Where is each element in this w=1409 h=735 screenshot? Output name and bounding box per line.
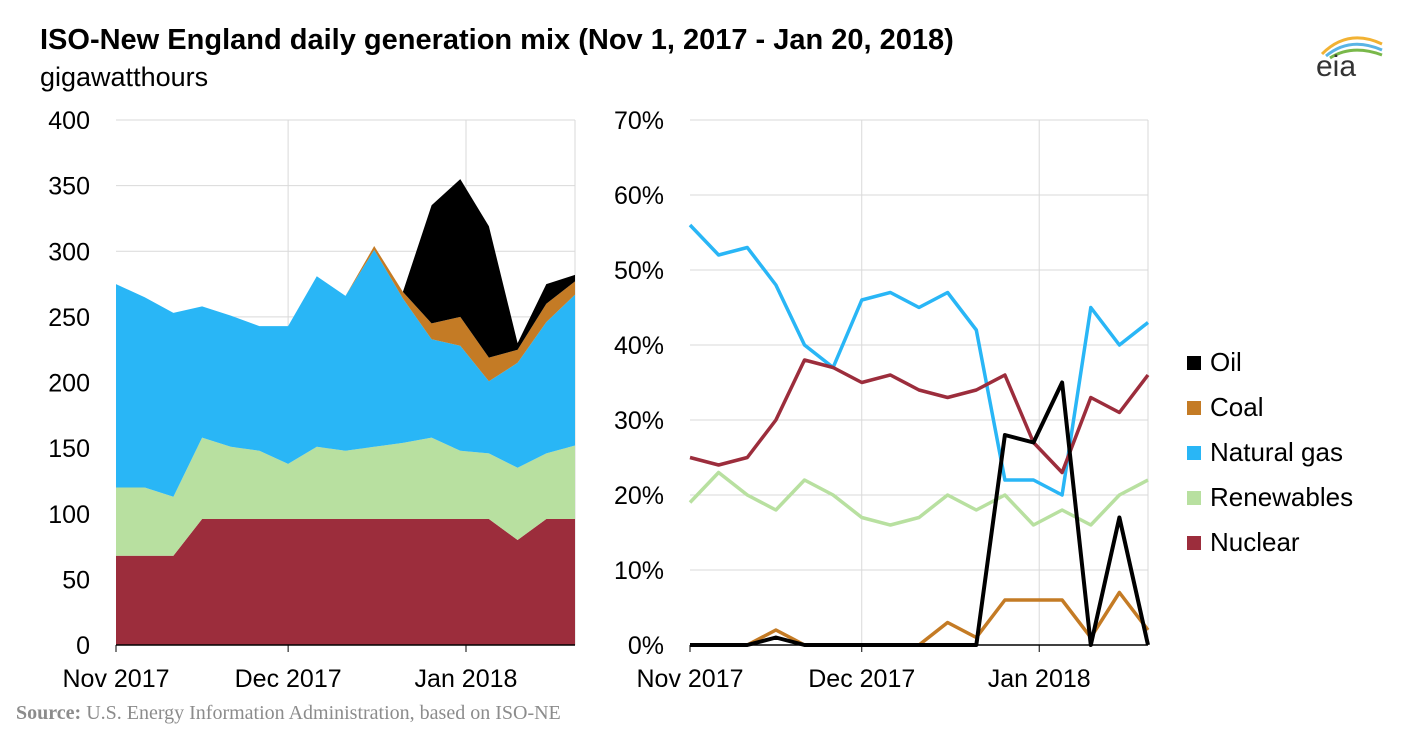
source-label: Source:: [16, 702, 82, 724]
legend-swatch: [1187, 400, 1201, 415]
legend-label: Coal: [1210, 392, 1264, 422]
legend-item-oil: Oil: [1187, 340, 1353, 385]
area-series-nuclear: [116, 519, 575, 645]
legend-item-natural-gas: Natural gas: [1187, 430, 1353, 475]
area-series-renewables: [116, 437, 575, 556]
y-tick-label: 0%: [628, 632, 664, 660]
x-tick-label: Nov 2017: [636, 665, 743, 693]
source-text: U.S. Energy Information Administration, …: [86, 702, 561, 724]
line-series-nuclear: [689, 358, 1150, 475]
legend: Oil Coal Natural gas Renewables Nuclear: [1187, 340, 1353, 565]
y-tick-label: 300: [48, 238, 90, 266]
legend-item-renewables: Renewables: [1187, 475, 1353, 520]
line-series-coal: [690, 590, 1150, 647]
line-series-oil: [690, 380, 1150, 647]
chart-subtitle: gigawatthours: [40, 62, 209, 92]
legend-label: Natural gas: [1210, 437, 1343, 467]
y-tick-label: 40%: [614, 332, 664, 360]
chart-title: ISO-New England daily generation mix (No…: [40, 24, 954, 56]
y-tick-label: 50: [62, 566, 90, 594]
legend-item-coal: Coal: [1187, 385, 1353, 430]
y-tick-label: 20%: [614, 482, 664, 510]
line-series-natural-gas: [688, 223, 1150, 497]
x-tick-label: Dec 2017: [235, 665, 342, 693]
legend-label: Renewables: [1210, 482, 1354, 512]
legend-label: Oil: [1210, 347, 1242, 377]
y-tick-label: 70%: [614, 107, 664, 135]
x-tick-label: Jan 2018: [988, 665, 1091, 693]
y-tick-label: 250: [48, 304, 90, 332]
logo-text: eia: [1316, 50, 1356, 80]
legend-swatch: [1187, 355, 1201, 370]
x-tick-label: Nov 2017: [62, 665, 169, 693]
y-tick-label: 50%: [614, 257, 664, 285]
legend-label: Nuclear: [1210, 527, 1300, 557]
y-tick-label: 10%: [614, 557, 664, 585]
chart-2: 0% 10% 20% 30% 40% 50% 60% 70% Nov 2017 Dec 2017 J…: [614, 107, 1150, 693]
y-tick-label: 30%: [614, 407, 664, 435]
y-tick-label: 150: [48, 435, 90, 463]
x-tick-label: Jan 2018: [415, 665, 518, 693]
y-tick-label: 100: [48, 501, 90, 529]
legend-swatch: [1187, 490, 1201, 505]
area-series-natural-gas: [116, 249, 575, 497]
chart-1: 0 50 100 150 200 250 300 350 400 Nov 2017 Dec 2017…: [48, 107, 576, 693]
legend-swatch: [1187, 535, 1201, 550]
source-note: Source: U.S. Energy Information Administ…: [16, 702, 561, 725]
y-tick-label: 60%: [614, 182, 664, 210]
x-tick-label: Dec 2017: [808, 665, 915, 693]
y-tick-label: 350: [48, 173, 90, 201]
legend-item-nuclear: Nuclear: [1187, 520, 1353, 565]
line-series-renewables: [688, 470, 1149, 527]
area-series-oil: [116, 179, 575, 358]
y-tick-label: 400: [48, 107, 90, 135]
eia-logo: eia: [1316, 36, 1383, 80]
legend-swatch: [1187, 445, 1201, 460]
y-tick-label: 0: [76, 632, 90, 660]
y-tick-label: 200: [48, 370, 90, 398]
